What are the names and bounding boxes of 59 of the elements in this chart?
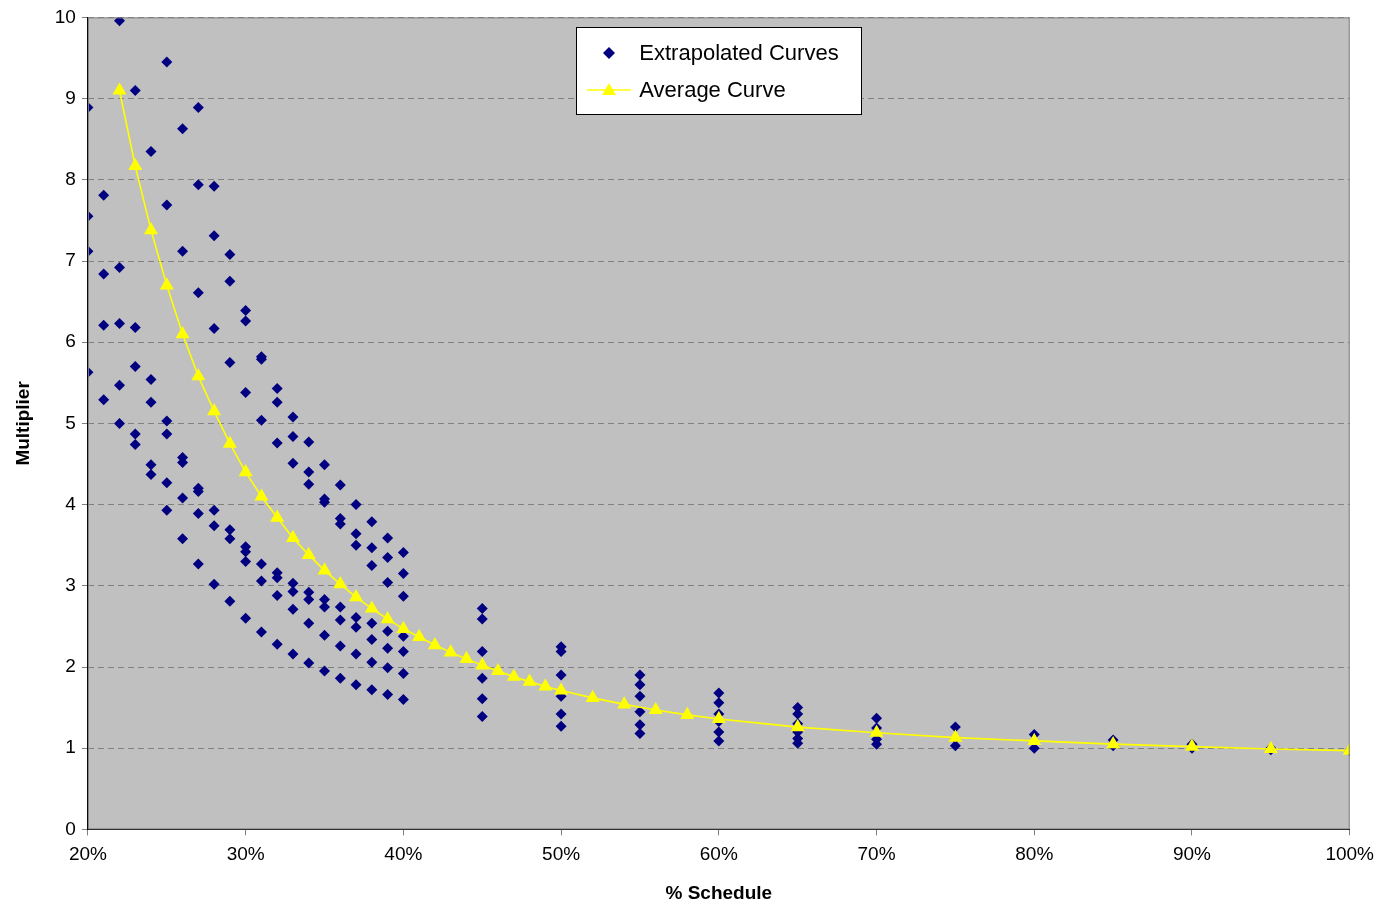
point — [444, 645, 458, 657]
x-tick-label: 70% — [857, 843, 896, 865]
point — [381, 611, 395, 624]
legend-label: Average Curve — [639, 76, 786, 105]
point — [333, 576, 347, 589]
point — [286, 530, 300, 542]
point — [191, 369, 205, 381]
y-tick-label: 6 — [65, 330, 76, 352]
point — [507, 669, 521, 681]
y-tick-label: 3 — [65, 574, 76, 596]
point — [412, 629, 426, 642]
point — [680, 707, 694, 719]
y-tick-label: 4 — [65, 492, 77, 514]
y-tick-label: 9 — [65, 86, 76, 108]
point — [365, 601, 379, 613]
point — [128, 158, 142, 171]
point — [349, 589, 363, 602]
point — [113, 83, 126, 95]
point — [160, 278, 174, 290]
y-tick-label: 8 — [65, 168, 76, 190]
point — [207, 403, 221, 416]
y-tick-label: 7 — [65, 249, 76, 271]
point — [491, 663, 505, 676]
x-tick-label: 100% — [1325, 843, 1375, 865]
point — [176, 326, 189, 339]
point — [460, 651, 473, 663]
x-tick-label: 30% — [226, 843, 265, 865]
y-tick-label: 10 — [54, 5, 76, 27]
x-tick-label: 60% — [699, 843, 738, 865]
point — [649, 702, 663, 715]
x-tick-label: 20% — [68, 843, 108, 865]
point — [270, 510, 284, 522]
y-tick-label: 0 — [65, 817, 76, 839]
point — [428, 637, 442, 650]
y-axis-title: Multiplier — [11, 380, 33, 466]
x-tick-label: 80% — [1015, 843, 1054, 865]
point — [523, 674, 536, 686]
point — [538, 679, 552, 691]
point — [302, 547, 316, 559]
y-tick-label: 2 — [65, 655, 76, 677]
point — [554, 683, 568, 695]
point — [223, 436, 237, 448]
point — [475, 658, 489, 670]
x-axis-title: % Schedule — [665, 881, 773, 903]
x-tick-label: 50% — [542, 843, 581, 865]
point — [617, 697, 631, 709]
point — [144, 222, 158, 235]
point — [396, 621, 410, 633]
point — [1027, 733, 1041, 745]
x-tick-label: 40% — [384, 843, 423, 865]
point — [712, 711, 726, 724]
y-tick-label: 5 — [65, 411, 76, 433]
x-tick-label: 90% — [1172, 843, 1212, 865]
legend-label: Extrapolated Curves — [639, 39, 839, 68]
point — [586, 690, 600, 702]
point — [318, 563, 331, 575]
point — [255, 489, 268, 501]
point — [239, 464, 253, 477]
y-tick-label: 1 — [65, 736, 76, 758]
